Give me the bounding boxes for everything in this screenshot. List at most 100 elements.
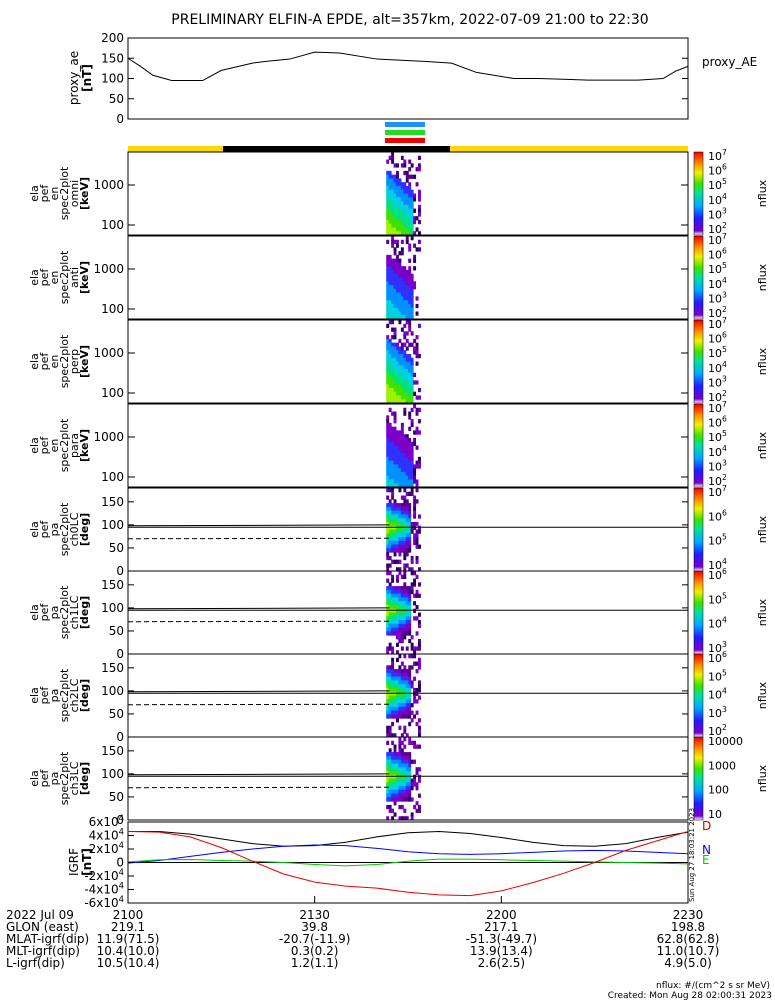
time-axis-row-label: MLAT-igrf(dip) [6, 932, 89, 946]
panel-ylabel: [deg] [78, 679, 91, 712]
spectrogram-cell [415, 631, 419, 636]
spectrogram-cell [393, 695, 397, 700]
spectrogram-cell [388, 201, 392, 206]
spectrogram-cell [400, 740, 404, 746]
spectrogram-cell [418, 456, 421, 462]
time-axis-value-l: 1.2(1.1) [291, 956, 339, 970]
spectrogram-cell [405, 710, 409, 715]
spectrogram-cell [391, 518, 395, 523]
spectrogram-cell [386, 208, 390, 213]
spectrogram-cell [393, 475, 397, 480]
spectrogram-cell [386, 521, 390, 527]
spectrogram-cell [396, 273, 399, 278]
spectrogram-cell [388, 483, 392, 487]
ytick-label: 150 [101, 661, 124, 675]
spectrogram-cell [410, 227, 414, 232]
spectrogram-cell [408, 491, 412, 497]
spectrogram-cell [396, 456, 399, 462]
spectrogram-cell [391, 201, 395, 206]
spectrogram-cell [400, 372, 404, 378]
spectrogram-cell [415, 335, 419, 340]
spectrogram-cell [400, 635, 404, 640]
spectrogram-cell [396, 642, 399, 647]
spectrogram-cell [386, 174, 390, 179]
spectrogram-cell [393, 540, 397, 546]
spectrogram-cell [403, 456, 407, 462]
spectrogram-cell [386, 691, 390, 696]
spectrogram-cell [388, 582, 392, 587]
spectrogram-cell [391, 236, 395, 241]
spectrogram-cell [405, 623, 409, 629]
spectrogram-cell [391, 601, 395, 606]
spectrogram-cell [400, 285, 404, 290]
spectrogram-cell [410, 311, 414, 316]
spectrogram-cell [415, 691, 419, 696]
spectrogram-cell [405, 503, 409, 508]
spectrogram-cell [408, 518, 412, 523]
spectrogram-cell [418, 430, 421, 435]
spectrogram-cell [400, 782, 404, 787]
spectrogram-cell [386, 514, 390, 519]
spectrogram-cell [391, 449, 395, 454]
spectrogram-cell [393, 763, 397, 768]
panel-ylabel: pef [38, 184, 51, 203]
spectrogram-cell [410, 483, 414, 487]
spectrogram-cell [391, 604, 395, 610]
spectrogram-cell [396, 182, 399, 187]
spectrogram-cell [391, 676, 395, 681]
spectrogram-cell [405, 684, 409, 689]
spectrogram-cell [396, 185, 399, 191]
spectrogram-cell [391, 488, 395, 493]
spectrogram-cell [418, 407, 421, 413]
spectrogram-cell [388, 631, 392, 636]
spectrogram-cell [410, 710, 414, 715]
spectrogram-cell [400, 518, 404, 523]
spectrogram-cell [386, 804, 390, 810]
colorbar-tick-label: 106 [708, 331, 727, 346]
spectrogram-cell [391, 365, 395, 370]
spectrogram-cell [418, 661, 421, 666]
spectrogram-cell [393, 631, 397, 636]
proxy-ae-line [127, 51, 689, 82]
spectrogram-cell [410, 567, 414, 571]
spectrogram-cell [405, 601, 409, 606]
spectrogram-cell [410, 718, 414, 723]
spectrogram-cell [405, 703, 409, 708]
spectrogram-cell [408, 471, 412, 477]
colorbar-tick-label: 105 [708, 429, 727, 444]
spectrogram-cell [396, 759, 399, 764]
spectrogram-cell [396, 687, 399, 693]
spectrogram-cell [388, 540, 392, 546]
spectrogram-cell [410, 357, 414, 362]
spectrogram-cell [400, 510, 404, 515]
spectrogram-cell [398, 189, 402, 194]
spectrogram-cell [415, 167, 419, 172]
spectrogram-cell [398, 219, 402, 225]
colorbar-tick-label: 107 [708, 400, 727, 415]
ytick-label: 50 [109, 541, 124, 555]
spectrogram-cell [396, 559, 399, 564]
spectrogram-cell [408, 185, 412, 191]
spectrogram-cell [386, 488, 390, 493]
spectrogram-cell [388, 499, 392, 504]
ch2LC-data [386, 654, 421, 737]
spectrogram-cell [400, 475, 404, 480]
spectrogram-cell [388, 510, 392, 515]
spectrogram-cell [410, 174, 414, 179]
spectrogram-cell [398, 612, 402, 617]
spectrogram-cell [415, 227, 419, 232]
spectrogram-cell [396, 163, 399, 168]
spectrogram-cell [388, 422, 392, 428]
spectrogram-cell [393, 514, 397, 519]
spectrogram-cell [408, 365, 412, 370]
spectrogram-cell [403, 182, 407, 187]
spectrogram-cell [388, 273, 392, 278]
spectrogram-cell [403, 672, 407, 678]
spectrogram-cell [388, 808, 392, 813]
panel-ylabel: pef [38, 603, 51, 622]
colorbar-tick-label: 107 [708, 148, 727, 163]
spectrogram-cell [418, 582, 421, 587]
spectrogram-cell [386, 604, 390, 610]
spectrogram-cell [408, 311, 412, 316]
spectrogram-cell [396, 483, 399, 487]
